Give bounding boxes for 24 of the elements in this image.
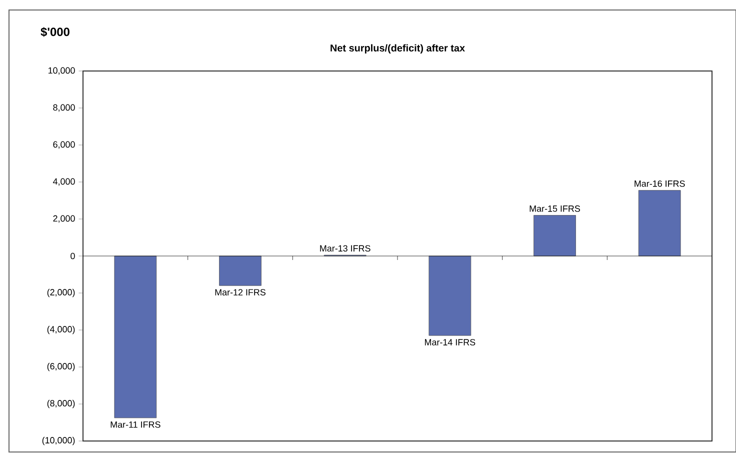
- bar: [534, 215, 576, 256]
- bar: [219, 256, 262, 286]
- x-tick-label: Mar-16 IFRS: [634, 180, 685, 187]
- y-tick-label: 2,000: [53, 215, 75, 223]
- y-tick-label: 4,000: [52, 178, 75, 186]
- y-tick-label: (10,000): [42, 436, 75, 446]
- y-tick-label: (2,000): [47, 288, 75, 298]
- y-tick-label: (6,000): [47, 362, 75, 372]
- y-tick-label: 10,000: [48, 67, 75, 75]
- y-tick-label: (8,000): [47, 400, 75, 408]
- y-axis-title: $'000: [40, 27, 70, 37]
- x-tick-label: Mar-13 IFRS: [320, 245, 370, 252]
- x-tick-label: Mar-11 IFRS: [110, 421, 160, 428]
- chart-title: Net surplus/(deficit) after tax: [330, 44, 465, 54]
- bar: [638, 190, 681, 256]
- bar: [428, 256, 472, 336]
- x-tick-label: Mar-14 IFRS: [424, 339, 476, 346]
- y-tick-label: (4,000): [47, 326, 75, 334]
- x-tick-label: Mar-12 IFRS: [215, 289, 266, 296]
- y-tick-label: 6,000: [53, 141, 75, 149]
- y-tick-label: 0: [70, 252, 75, 260]
- x-tick-label: Mar-15 IFRS: [530, 205, 580, 212]
- y-tick-label: 8,000: [53, 104, 75, 112]
- bar: [114, 256, 157, 418]
